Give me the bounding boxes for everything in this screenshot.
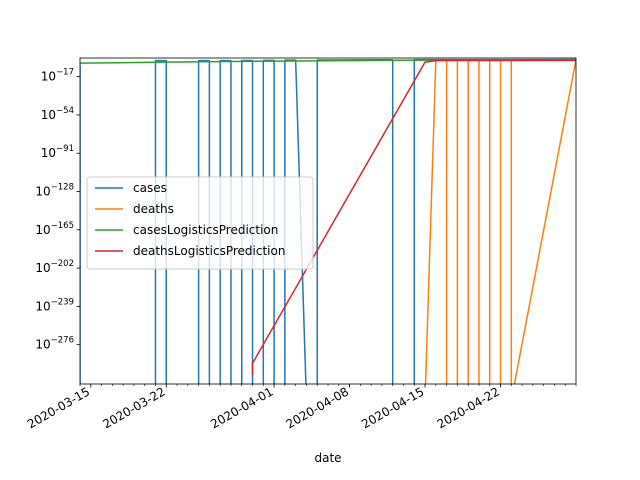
legend-entry: cases: [133, 181, 167, 195]
y-tick-label: 10−54: [41, 106, 74, 122]
x-tick-label: 2020-04-15: [359, 384, 426, 431]
y-tick-label: 10−276: [35, 336, 74, 352]
x-tick-label: 2020-03-15: [25, 384, 92, 431]
y-tick-label: 10−17: [41, 68, 74, 84]
x-tick-label: 2020-04-08: [284, 384, 351, 431]
y-tick-label: 10−239: [35, 297, 74, 313]
y-tick-label: 10−202: [35, 259, 74, 275]
x-tick-label: 2020-04-22: [435, 384, 502, 431]
legend: cases deaths casesLogisticsPrediction death…: [86, 176, 314, 270]
series-line-cases: [80, 58, 576, 384]
legend-entry: deaths: [133, 202, 174, 216]
y-tick-label: 10−91: [41, 144, 74, 160]
legend-box: [86, 176, 314, 270]
y-tick-label: 10−128: [35, 183, 74, 199]
x-tick-label: 2020-04-01: [208, 384, 275, 431]
x-axis-label: date: [314, 451, 341, 465]
series-layer: [80, 58, 576, 384]
x-tick-label: 2020-03-22: [100, 384, 167, 431]
legend-entry: deathsLogisticsPrediction: [133, 244, 285, 258]
series-line-deathsLogisticsPrediction: [251, 59, 576, 375]
legend-entry: casesLogisticsPrediction: [133, 223, 278, 237]
y-tick-label: 10−165: [35, 221, 74, 237]
